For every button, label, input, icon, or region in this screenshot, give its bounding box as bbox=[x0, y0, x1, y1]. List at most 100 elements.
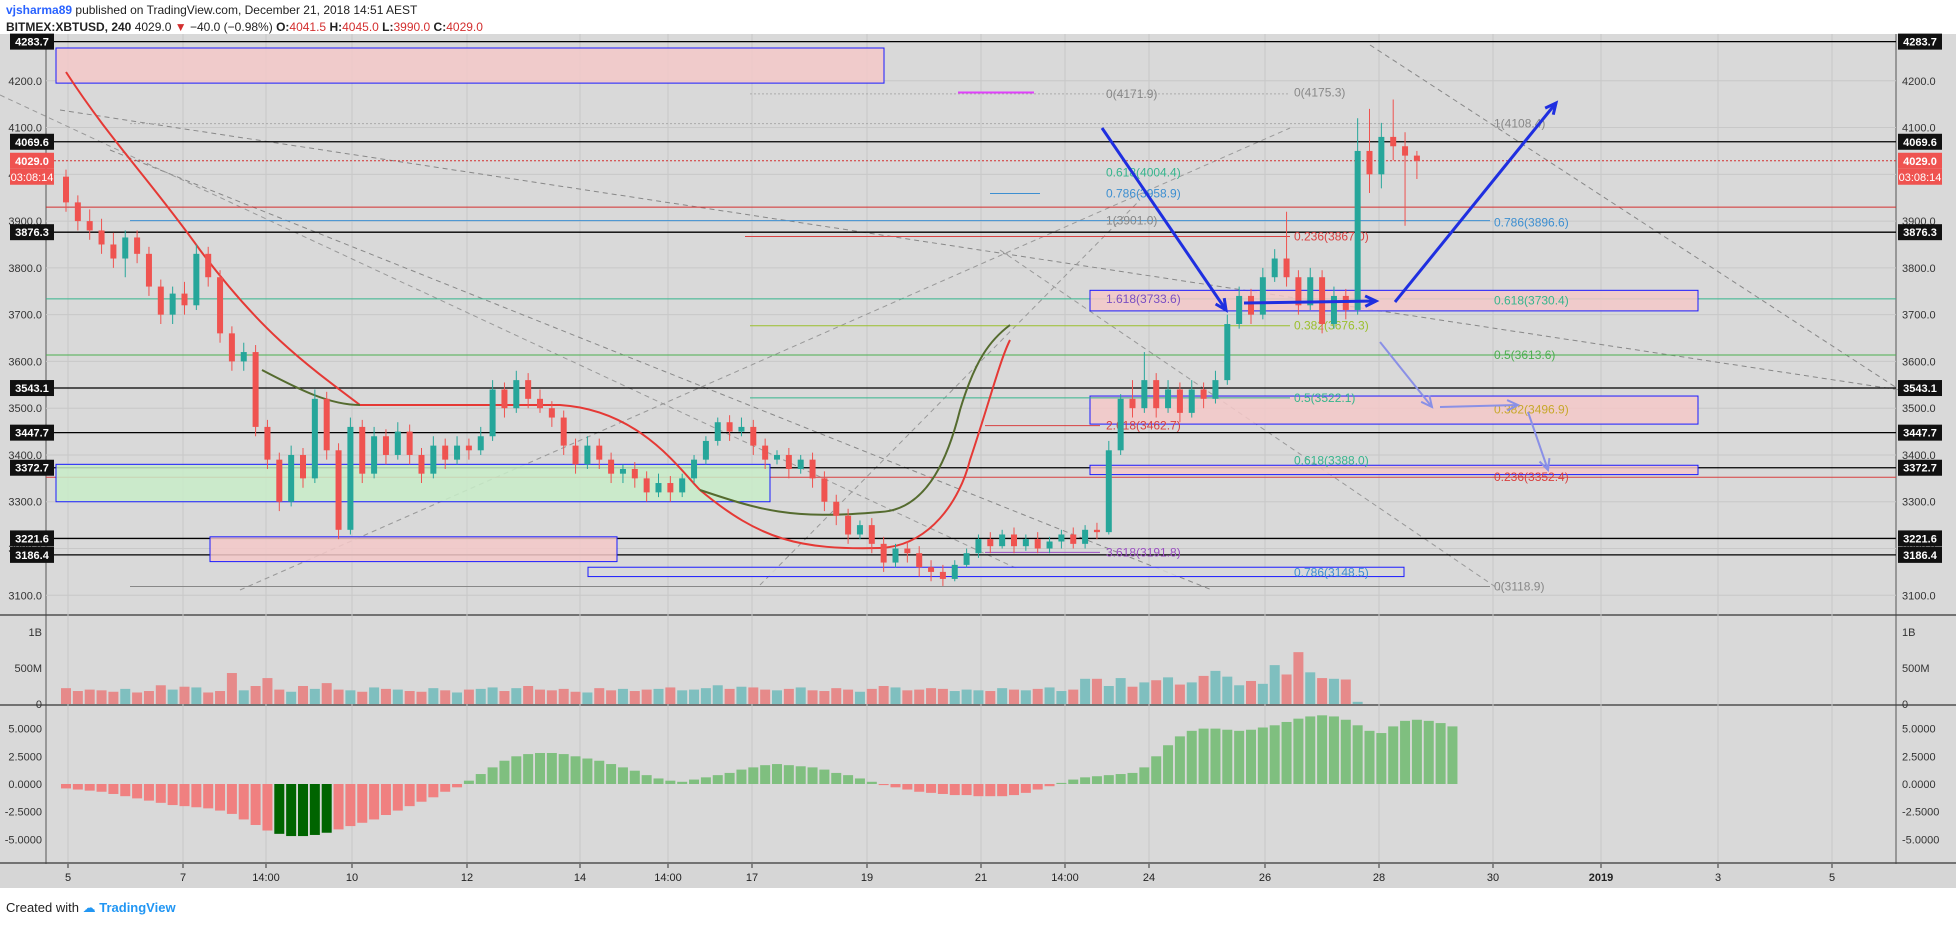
price-tick-label: 3700.0 bbox=[1902, 310, 1936, 322]
candle-body bbox=[797, 459, 804, 469]
fib-label: 0.382(3496.9) bbox=[1494, 403, 1569, 417]
candle-body bbox=[1224, 324, 1231, 381]
oscillator-bar bbox=[61, 784, 71, 789]
tradingview-brand[interactable]: TradingView bbox=[99, 900, 176, 915]
volume-bar bbox=[914, 689, 925, 704]
volume-bar bbox=[499, 691, 510, 704]
volume-bar bbox=[558, 688, 569, 704]
fib-label: 0.618(3388.0) bbox=[1294, 454, 1369, 468]
oscillator-bar bbox=[997, 784, 1008, 797]
volume-bar bbox=[250, 686, 261, 704]
candle-body bbox=[1378, 136, 1385, 175]
oscillator-bar bbox=[1044, 784, 1055, 787]
oscillator-bar bbox=[463, 780, 474, 784]
fib-label: 0(4171.9) bbox=[1106, 87, 1157, 101]
volume-bar bbox=[511, 688, 522, 704]
author-link[interactable]: vjsharma89 bbox=[6, 3, 73, 17]
oscillator-bar bbox=[345, 784, 356, 827]
candle-body bbox=[1402, 146, 1409, 156]
volume-bar bbox=[795, 687, 806, 704]
oscillator-bar bbox=[392, 784, 403, 811]
oscillator-bar bbox=[914, 784, 925, 792]
oscillator-bar bbox=[286, 784, 297, 837]
candle-body bbox=[122, 237, 129, 259]
candle-body bbox=[1117, 398, 1124, 451]
supply-demand-zone bbox=[1089, 464, 1699, 476]
fib-label: 1.618(3733.6) bbox=[1106, 292, 1181, 306]
fib-label: 0.382(3676.3) bbox=[1294, 319, 1369, 333]
level-badge-left bbox=[10, 133, 54, 150]
price-tick-label: 3300.0 bbox=[8, 497, 42, 509]
volume-bar bbox=[1068, 689, 1079, 704]
oscillator-bar bbox=[1151, 756, 1162, 784]
close-value: 4029.0 bbox=[446, 20, 483, 34]
oscillator-bar bbox=[1388, 726, 1399, 784]
price-tick-label: 3100.0 bbox=[1902, 590, 1936, 602]
time-tick-label: 2019 bbox=[1589, 872, 1613, 884]
publish-info: published on TradingView.com, December 2… bbox=[75, 3, 418, 17]
price-tick-label: 3800.0 bbox=[1902, 263, 1936, 275]
level-badge-right bbox=[1898, 33, 1942, 50]
volume-bar bbox=[357, 691, 368, 704]
candle-body bbox=[691, 459, 698, 479]
candle-body bbox=[382, 436, 389, 455]
oscillator-bar bbox=[606, 764, 617, 784]
price-change: −40.0 (−0.98%) bbox=[189, 20, 273, 34]
candle-body bbox=[145, 253, 152, 287]
price-tick-label: 3800.0 bbox=[8, 263, 42, 275]
oscillator-bar bbox=[783, 765, 794, 784]
level-badge-label: 4283.7 bbox=[1903, 37, 1937, 49]
level-badge-label: 4283.7 bbox=[15, 37, 49, 49]
volume-bar bbox=[1352, 701, 1363, 704]
volume-bar bbox=[1210, 670, 1221, 704]
level-badge-right bbox=[1898, 224, 1942, 241]
oscillator-bar bbox=[179, 784, 190, 807]
time-tick-label: 17 bbox=[746, 872, 758, 884]
oscillator-bar bbox=[819, 769, 830, 784]
level-badge-left bbox=[10, 546, 54, 563]
candle-body bbox=[489, 389, 496, 437]
candle-body bbox=[845, 515, 852, 535]
oscillator-bar bbox=[108, 784, 119, 794]
candle-body bbox=[1046, 541, 1053, 549]
oscillator-bar bbox=[937, 784, 948, 794]
level-badge-right bbox=[1898, 424, 1942, 441]
oscillator-bar bbox=[1269, 725, 1280, 784]
time-tick-label: 10 bbox=[346, 872, 358, 884]
candle-body bbox=[1105, 450, 1112, 533]
level-badge-left bbox=[10, 152, 54, 169]
open-value: 4041.5 bbox=[289, 20, 327, 34]
volume-tick-label: 0 bbox=[1902, 699, 1908, 711]
ema-slow-line bbox=[699, 324, 1011, 516]
volume-bar bbox=[1234, 685, 1245, 704]
candle-body bbox=[157, 286, 164, 315]
volume-bar bbox=[582, 692, 593, 704]
symbol-label[interactable]: BITMEX:XBTUSD, 240 bbox=[6, 20, 132, 34]
candle-body bbox=[240, 352, 247, 362]
volume-bar bbox=[772, 690, 782, 704]
volume-bar bbox=[132, 692, 143, 704]
fib-label: 0.618(3730.4) bbox=[1494, 293, 1569, 307]
candle-body bbox=[833, 501, 840, 516]
oscillator-bar bbox=[143, 784, 154, 801]
volume-bar bbox=[1198, 675, 1209, 704]
candle-body bbox=[548, 408, 555, 418]
oscillator-bar bbox=[736, 769, 747, 784]
volume-bar bbox=[191, 687, 202, 704]
oscillator-bar bbox=[985, 784, 996, 797]
time-tick-label: 14 bbox=[574, 872, 586, 884]
fib-label: 0.786(3896.6) bbox=[1494, 216, 1569, 230]
volume-bar bbox=[475, 688, 486, 704]
volume-bar bbox=[854, 691, 865, 704]
oscillator-bar bbox=[902, 784, 913, 790]
oscillator-bar bbox=[475, 774, 486, 784]
level-badge-label: 3186.4 bbox=[15, 550, 50, 562]
candle-body bbox=[1200, 389, 1207, 399]
level-badge-left bbox=[10, 530, 54, 547]
candle-body bbox=[868, 525, 875, 544]
price-tick-label: 4200.0 bbox=[8, 76, 42, 88]
volume-bar bbox=[1222, 676, 1233, 704]
candle-body bbox=[856, 525, 863, 535]
high-label: H: bbox=[329, 20, 343, 34]
